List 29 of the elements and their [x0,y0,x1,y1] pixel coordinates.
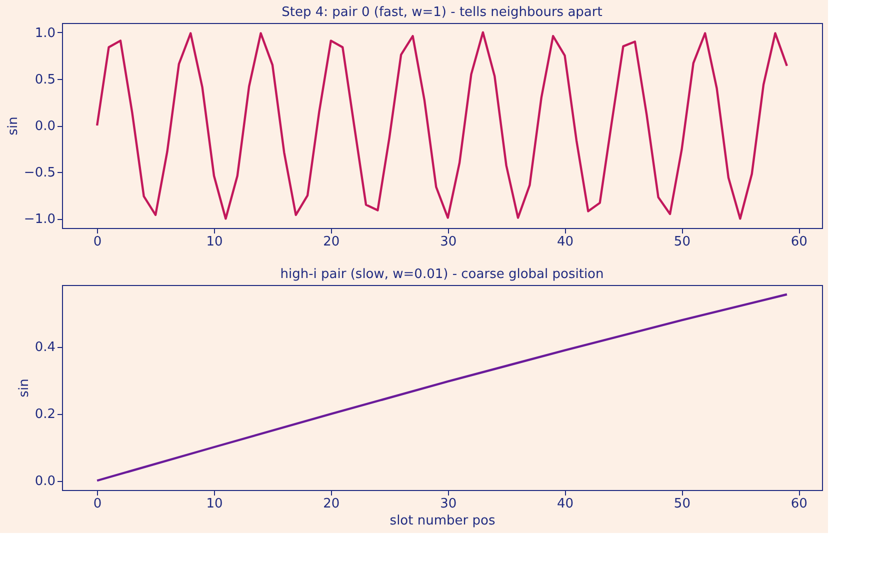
y-axis-title: sin [6,116,21,136]
x-tick-label: 40 [556,496,574,512]
y-tick-label: 0.4 [34,340,56,356]
x-tick-label: 50 [674,496,690,512]
x-tick-label: 50 [674,234,690,250]
x-tick-label: 0 [93,496,102,512]
y-tick-label: −0.5 [24,166,56,181]
chart-title: high-i pair (slow, w=0.01) - coarse global position [280,267,604,282]
x-tick-label: 30 [440,234,457,250]
x-axis-title: slot number pos [390,514,496,528]
y-tick-label: 0.0 [34,119,56,134]
y-tick-label: 0.5 [34,72,56,88]
x-tick-label: 30 [440,496,457,512]
chart-title: Step 4: pair 0 (fast, w=1) - tells neighbours apart [282,5,602,20]
x-tick-label: 40 [556,234,574,250]
y-axis-title: sin [16,378,32,398]
y-tick-label: −1.0 [24,212,56,228]
x-tick-label: 60 [790,234,808,250]
x-tick-label: 60 [790,496,808,512]
y-tick-label: 0.2 [34,407,56,422]
y-tick-label: 0.0 [34,474,56,490]
x-tick-label: 0 [93,234,102,250]
x-tick-label: 10 [206,234,223,250]
line-series [96,293,788,482]
line-series [96,31,788,220]
x-tick-label: 10 [206,496,223,512]
x-tick-label: 20 [323,496,340,512]
x-tick-label: 20 [323,234,340,250]
y-tick-label: 1.0 [34,26,56,41]
